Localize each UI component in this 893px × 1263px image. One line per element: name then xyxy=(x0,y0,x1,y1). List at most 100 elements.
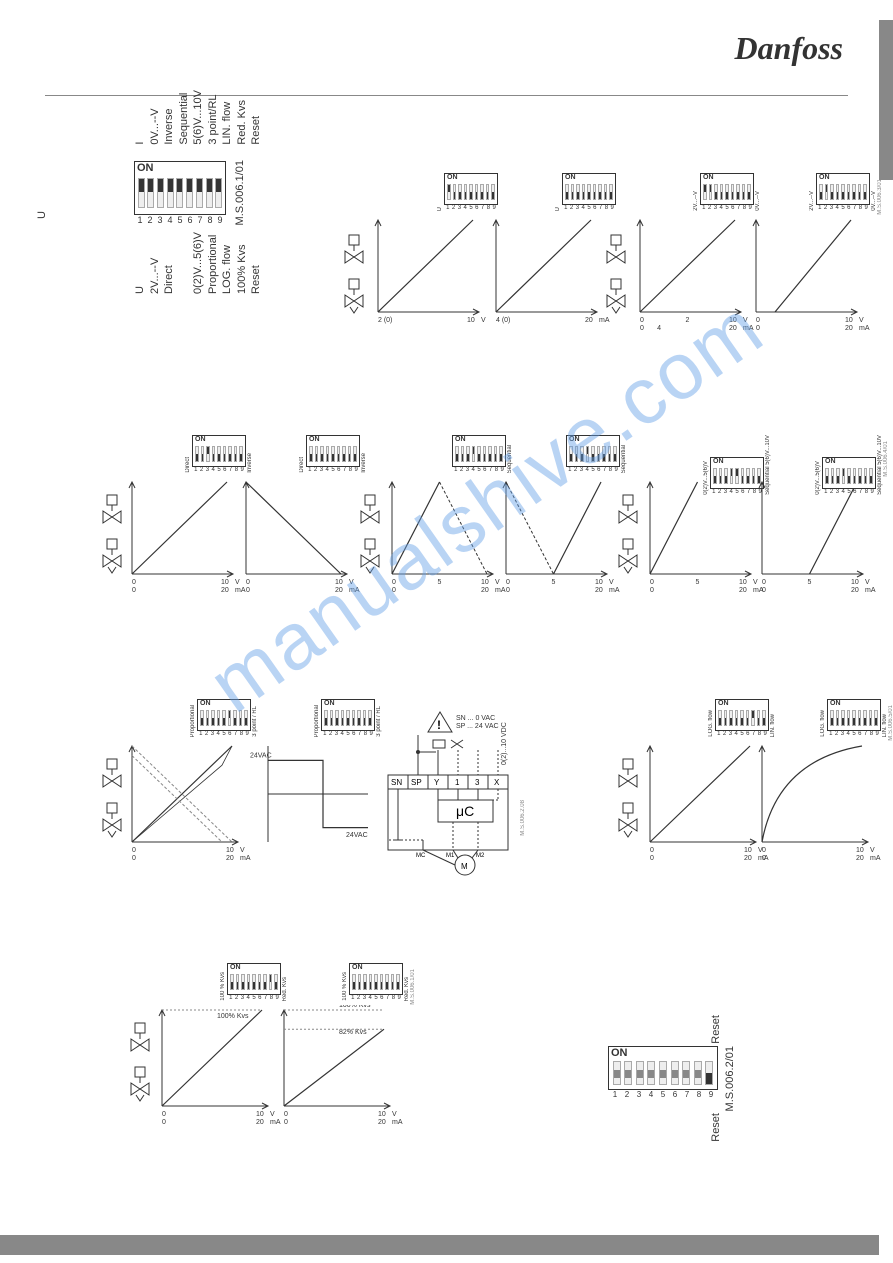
valve-icons xyxy=(100,751,122,841)
valve-pair xyxy=(358,487,380,582)
svg-text:82% Kvs: 82% Kvs xyxy=(339,1029,367,1036)
chart-svg: 001020VmA xyxy=(754,741,884,862)
reset-dip: Reset ON xyxy=(608,1015,736,1142)
mini-dip: 100 % Kvs ON 123456789 Red. Kvs xyxy=(220,963,288,1001)
chart-block: LOG. flow ON 123456789 LIN. flow 001020V… xyxy=(754,741,884,867)
svg-text:10: 10 xyxy=(739,579,747,586)
svg-text:24VAC: 24VAC xyxy=(346,832,368,839)
svg-text:24VAC: 24VAC xyxy=(250,753,272,760)
mini-dip: 100 % Kvs ON 123456789 Red. Kvs xyxy=(342,963,410,1001)
svg-text:V: V xyxy=(609,579,614,586)
svg-text:0: 0 xyxy=(650,847,654,854)
l4: Proportional xyxy=(207,232,219,294)
svg-text:0: 0 xyxy=(650,855,654,862)
svg-text:0: 0 xyxy=(162,1119,166,1126)
svg-text:0: 0 xyxy=(132,847,136,854)
circuit-svg: ! SN ... 0 VAC SP ... 24 VAC SN SP Y 1 3… xyxy=(378,710,518,880)
t-1: 1 xyxy=(455,778,460,787)
t-m2: M2 xyxy=(476,853,485,859)
svg-text:V: V xyxy=(270,1111,275,1118)
chart-svg: 001020VmA xyxy=(124,741,254,862)
chart-svg: 00241020VmA xyxy=(632,215,757,332)
svg-text:0: 0 xyxy=(392,579,396,586)
l3: 0(2)V...5(6)V xyxy=(192,232,204,294)
valve-icons xyxy=(616,751,638,841)
svg-text:mA: mA xyxy=(392,1119,403,1126)
svg-text:4 (0): 4 (0) xyxy=(496,317,510,324)
chart-svg: 100% Kvs 001020VmA xyxy=(154,1005,284,1126)
svg-text:0: 0 xyxy=(506,587,510,594)
t-mc: MC xyxy=(416,853,426,859)
svg-text:mA: mA xyxy=(859,325,870,332)
valve-pair xyxy=(128,1015,150,1110)
svg-text:10: 10 xyxy=(729,317,737,324)
chart-svg: 24VAC 24VAC xyxy=(248,741,378,862)
mini-dip: Direct ON 123456789 Inverse xyxy=(185,435,253,473)
dip-sw-2 xyxy=(147,178,154,208)
mini-dip: U ON 123456789 xyxy=(555,173,617,211)
page: Danfoss U ON xyxy=(0,0,893,1263)
mini-dip: 2V...--V ON 123456789 0V...--V xyxy=(809,173,877,211)
valve-icons xyxy=(342,227,364,317)
svg-text:M: M xyxy=(461,862,468,871)
chart-svg: 2 (0)10V xyxy=(370,215,495,332)
note2: SP ... 24 VAC xyxy=(456,723,499,730)
svg-text:20: 20 xyxy=(739,587,747,594)
chart-block: 100 % Kvs ON 123456789 Red. Kvs 100% Kvs… xyxy=(276,1005,406,1131)
l7: Reset xyxy=(250,232,262,294)
note1: SN ... 0 VAC xyxy=(456,715,495,722)
svg-text:20: 20 xyxy=(856,855,864,862)
svg-text:10: 10 xyxy=(378,1111,386,1118)
svg-text:10: 10 xyxy=(851,579,859,586)
l2: Direct xyxy=(163,232,175,294)
chart-block: ON 123456789 Sequential 0051020VmA xyxy=(498,477,623,599)
svg-text:10: 10 xyxy=(595,579,603,586)
svg-text:100% Kvs: 100% Kvs xyxy=(339,1005,371,1009)
t-x: X xyxy=(494,778,500,787)
dip-on-label: ON xyxy=(137,162,154,174)
t-y: Y xyxy=(434,778,440,787)
main-dip-legend: U ON 1 xyxy=(128,160,388,225)
svg-text:10: 10 xyxy=(845,317,853,324)
r7: Red. Kvs xyxy=(236,90,248,145)
chart-svg: 4 (0)20mA xyxy=(488,215,613,332)
svg-text:mA: mA xyxy=(865,587,876,594)
svg-text:0(2)...10 VDC: 0(2)...10 VDC xyxy=(501,722,508,765)
chart-block: 100 % Kvs ON 123456789 Red. Kvs 100% Kvs… xyxy=(154,1005,284,1131)
svg-text:0: 0 xyxy=(640,317,644,324)
chart-block: 2V...--V ON 123456789 0V...--V 001020VmA xyxy=(748,215,873,337)
svg-text:0: 0 xyxy=(756,317,760,324)
mini-dip: ON 123456789 Sequential xyxy=(451,435,513,473)
svg-text:0: 0 xyxy=(132,587,136,594)
svg-text:V: V xyxy=(859,317,864,324)
mini-dip: LOG. flow ON 123456789 LIN. flow xyxy=(708,699,776,737)
svg-text:2: 2 xyxy=(686,317,690,324)
svg-text:0: 0 xyxy=(132,855,136,862)
r3: Sequential xyxy=(178,90,190,145)
svg-text:20: 20 xyxy=(845,325,853,332)
svg-text:0: 0 xyxy=(246,579,250,586)
t-uc: μC xyxy=(456,803,474,819)
chart-svg: 0051020VmA xyxy=(384,477,509,594)
chart-block: U ON 123456789 4 (0)20mA xyxy=(488,215,613,337)
content-frame: U ON 1 xyxy=(88,145,830,1165)
footer-bar xyxy=(0,1235,879,1255)
svg-text:V: V xyxy=(481,317,486,324)
svg-text:0: 0 xyxy=(756,325,760,332)
r8: Reset xyxy=(250,90,262,145)
main-dip-code: M.S.006.1/01 xyxy=(234,160,246,225)
mini-dip: Direct ON 123456789 Inverse xyxy=(299,435,367,473)
valve-icons xyxy=(358,487,380,577)
reset-top: Reset xyxy=(710,1015,722,1044)
figure-code: M.S.006.5/01 xyxy=(888,705,893,741)
svg-text:20: 20 xyxy=(335,587,343,594)
svg-text:0: 0 xyxy=(762,855,766,862)
svg-text:0: 0 xyxy=(284,1111,288,1118)
svg-text:20: 20 xyxy=(595,587,603,594)
chart-block: Direct ON 123456789 Inverse 001020VmA xyxy=(124,477,249,599)
circuit-diagram: ! SN ... 0 VAC SP ... 24 VAC SN SP Y 1 3… xyxy=(378,710,518,880)
valve-pair xyxy=(604,227,626,322)
svg-text:V: V xyxy=(349,579,354,586)
dip-body: ON xyxy=(134,161,226,215)
svg-text:5: 5 xyxy=(552,579,556,586)
